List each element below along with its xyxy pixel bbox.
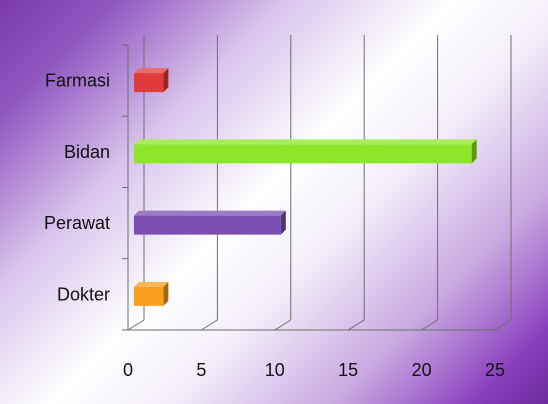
- floor-line: [127, 319, 145, 331]
- bar-side: [163, 281, 169, 306]
- bar-side: [163, 68, 169, 93]
- category-label: Dokter: [57, 284, 110, 304]
- chart-axes: [122, 44, 495, 331]
- category-label: Farmasi: [45, 71, 110, 91]
- bar-top: [134, 139, 477, 145]
- x-tick-label: 0: [123, 360, 133, 380]
- bar-top: [134, 281, 169, 287]
- chart-bars: [134, 68, 477, 306]
- floor-line: [421, 319, 438, 331]
- bar-side: [280, 210, 286, 235]
- floor-line: [494, 319, 512, 331]
- x-tick-label: 20: [412, 360, 432, 380]
- bar-top: [134, 68, 169, 74]
- bar: [134, 73, 164, 93]
- bar: [134, 215, 281, 235]
- chart-labels: 0 5 10 15 20 25 Farmasi Bidan Perawat Dokter: [44, 71, 505, 380]
- x-tick-label: 10: [265, 360, 285, 380]
- bar-side: [471, 139, 477, 164]
- category-label: Perawat: [44, 213, 110, 233]
- bar-top: [134, 210, 286, 216]
- floor-line: [274, 319, 292, 331]
- floor-line: [201, 319, 218, 331]
- category-label: Bidan: [64, 142, 110, 162]
- x-tick-label: 25: [485, 360, 505, 380]
- x-tick-label: 5: [196, 360, 206, 380]
- x-tick-label: 15: [338, 360, 358, 380]
- chart-grid: [127, 35, 512, 331]
- bar: [134, 286, 164, 306]
- floor-line: [347, 319, 365, 331]
- bar: [134, 144, 472, 164]
